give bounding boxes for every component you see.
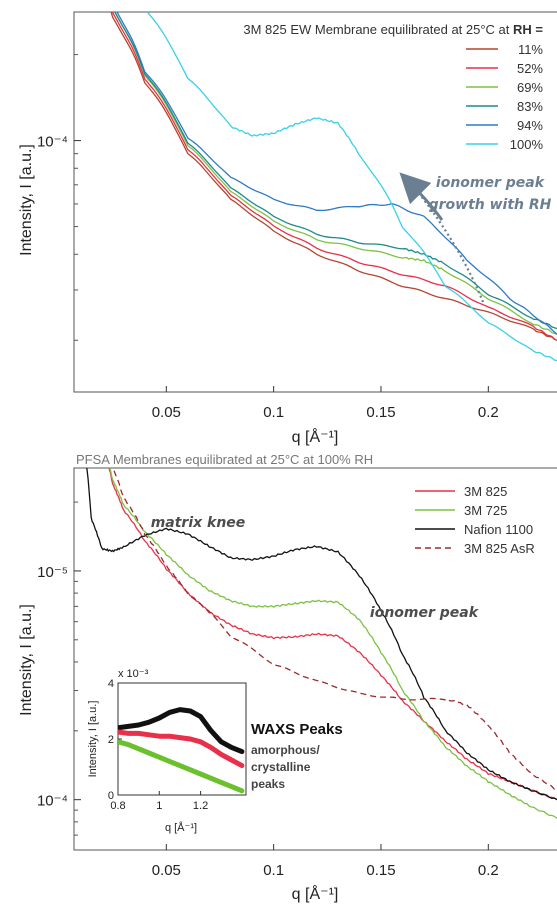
- panel-a-series: [110, 12, 557, 362]
- ionomer-growth-annotation: ionomer peak growth with RH: [399, 172, 552, 303]
- panel-a-title: 3M 825 EW Membrane equilibrated at 25°C …: [243, 22, 543, 37]
- inset-series-3m-725: [118, 739, 245, 794]
- x-tick-label: 0.1: [263, 862, 284, 879]
- inset-series-nafion-1100: [118, 707, 245, 755]
- y-tick-label: 10⁻⁵: [37, 564, 68, 581]
- inset-y-tick-label: 0: [108, 790, 114, 802]
- x-tick-label: 0.05: [152, 404, 181, 421]
- panel-a-y-tick-labels: 10⁻⁴: [37, 134, 68, 151]
- panel-b-x-axis-label: q [Å⁻¹]: [292, 884, 339, 903]
- inset-x-tick-label: 1: [156, 800, 162, 812]
- series-line-94-: [116, 12, 557, 335]
- inset-x-tick-labels: 0.8 1 1.2: [110, 800, 208, 812]
- panel-a-title-emphasis: RH =: [513, 22, 543, 37]
- panel-b-x-tick-labels: 0.05 0.1 0.15 0.2: [152, 862, 499, 879]
- annotation-ionomer-peak-line: ionomer peak: [436, 175, 546, 191]
- growth-arrow-tail: [411, 184, 485, 303]
- legend-label: 83%: [517, 99, 543, 114]
- series-line-nafion-1100: [86, 468, 557, 801]
- panel-a-frame: [73, 11, 557, 393]
- series-line-3m-725: [109, 468, 557, 819]
- inset-y-tick-label: 4: [108, 678, 114, 690]
- inset-ticks: [117, 682, 202, 796]
- panel-b: PFSA Membranes equilibrated at 25°C at 1…: [18, 452, 557, 903]
- annotation-growth-line: growth with RH: [429, 197, 552, 213]
- x-tick-label: 0.15: [366, 862, 395, 879]
- inset-subtitle-line-3: peaks: [251, 777, 285, 791]
- inset-subtitle-line-1: amorphous/: [251, 743, 320, 757]
- series-line-69-: [114, 12, 557, 335]
- x-tick-label: 0.15: [366, 404, 395, 421]
- legend-label: 11%: [518, 42, 543, 57]
- inset-y-tick-label: 2: [108, 734, 114, 746]
- series-line-83-: [114, 12, 557, 330]
- panel-b-series: [86, 468, 557, 819]
- panel-b-title: PFSA Membranes equilibrated at 25°C at 1…: [76, 452, 373, 467]
- annotation-ionomer-peak: ionomer peak: [370, 605, 480, 621]
- series-line-100-: [146, 12, 557, 362]
- panel-b-y-axis-label: Intensity, I [a.u.]: [18, 604, 35, 716]
- series-line-11-: [110, 12, 557, 341]
- panel-a-x-tick-labels: 0.05 0.1 0.15 0.2: [152, 404, 499, 421]
- x-tick-label: 0.05: [152, 862, 181, 879]
- series-line-3m-825: [108, 468, 557, 801]
- legend-label: Nafion 1100: [464, 522, 533, 537]
- inset-subtitle-line-2: crystalline: [251, 760, 311, 774]
- panel-b-frame: [73, 467, 557, 851]
- legend-label: 3M 825 AsR: [464, 541, 535, 556]
- inset-x-tick-label: 1.2: [193, 800, 208, 812]
- panel-a-legend: 3M 825 EW Membrane equilibrated at 25°C …: [243, 22, 543, 152]
- x-tick-label: 0.2: [478, 862, 499, 879]
- inset-waxs: 0.8 1 1.2 0 2 4 x 10⁻³ q [Å⁻¹] Intensity, I …: [87, 668, 343, 834]
- inset-series-3m-825: [118, 729, 245, 769]
- panel-b-y-tick-labels: 10⁻⁴ 10⁻⁵: [37, 564, 68, 810]
- panel-b-ticks: [74, 501, 489, 850]
- series-line-52-: [111, 12, 557, 341]
- panel-a-title-text: 3M 825 EW Membrane equilibrated at 25°C …: [243, 22, 513, 37]
- inset-y-tick-labels: 0 2 4: [108, 678, 114, 802]
- panel-a-y-axis-label: Intensity, I [a.u.]: [18, 144, 35, 256]
- legend-label: 69%: [517, 80, 543, 95]
- y-tick-label: 10⁻⁴: [37, 793, 68, 810]
- inset-x-axis-label: q [Å⁻¹]: [165, 821, 197, 834]
- panel-a: 0.05 0.1 0.15 0.2 10⁻⁴ q [Å⁻¹] Intensity, I…: [18, 11, 557, 446]
- legend-label: 100%: [510, 137, 544, 152]
- panel-a-ticks: [74, 54, 489, 392]
- inset-x-tick-label: 0.8: [110, 800, 125, 812]
- inset-series: [118, 707, 245, 794]
- panel-b-legend: 3M 825 3M 725 Nafion 1100 3M 825 AsR: [415, 484, 535, 556]
- legend-label: 3M 825: [464, 484, 507, 499]
- legend-label: 52%: [517, 61, 543, 76]
- panel-a-x-axis-label: q [Å⁻¹]: [292, 427, 339, 446]
- inset-y-axis-label: Intensity, I [a.u.]: [87, 701, 99, 778]
- inset-multiplier: x 10⁻³: [118, 668, 149, 680]
- inset-title: WAXS Peaks: [251, 721, 343, 738]
- growth-arrow-icon: [399, 172, 444, 221]
- x-tick-label: 0.1: [263, 404, 284, 421]
- y-tick-label: 10⁻⁴: [37, 134, 68, 151]
- annotation-matrix-knee: matrix knee: [151, 515, 246, 531]
- x-tick-label: 0.2: [478, 404, 499, 421]
- legend-label: 3M 725: [464, 503, 507, 518]
- legend-label: 94%: [517, 118, 543, 133]
